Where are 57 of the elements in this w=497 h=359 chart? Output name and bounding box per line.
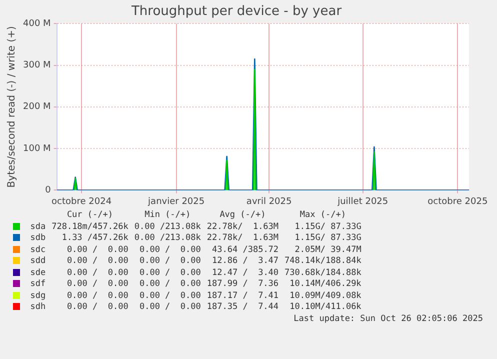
text: 187.17 / 7.41 — [206, 290, 280, 302]
legend-label: sdh — [29, 302, 47, 314]
text: 2.05M/ 39.47M — [294, 244, 362, 256]
text: 187.99 / 7.36 — [206, 279, 280, 290]
text: 43.64 /385.72 — [211, 244, 280, 256]
chart-title: Throughput per device - by year — [130, 4, 342, 20]
text: 10.14M/406.29k — [288, 279, 362, 290]
text: 0.00 / 0.00 — [138, 244, 202, 256]
text: 0.00 / 0.00 — [66, 268, 130, 279]
text: 0.00 / 0.00 — [138, 279, 202, 290]
text: 10.10M/411.06k — [288, 302, 362, 314]
legend-label: sda — [29, 222, 47, 233]
x-tick-label: octobre 2024 — [52, 196, 112, 207]
text: 1.15G/ 87.33G — [294, 233, 362, 244]
legend-label: sde — [29, 268, 47, 279]
text: 0.00 / 0.00 — [66, 244, 130, 256]
x-tick-label: janvier 2025 — [147, 196, 205, 207]
text: 730.68k/184.88k — [284, 268, 362, 279]
y-axis-title: Bytes/second read (-) / write (+) — [6, 26, 18, 188]
text: 0.00 / 0.00 — [66, 302, 130, 314]
text: Last update: Sun Oct 26 02:05:06 2025 — [292, 314, 483, 324]
text: 0.00 / 0.00 — [138, 290, 202, 302]
text: 0.00 / 0.00 — [66, 256, 130, 268]
text: 1.33 /457.26k — [60, 233, 130, 244]
text: 0.00 / 0.00 — [138, 256, 202, 268]
y-tick-label: 200 M — [22, 102, 51, 112]
legend-label: sdc — [29, 244, 47, 256]
y-tick-label: 300 M — [22, 60, 51, 71]
text: 22.78k/ 1.63M — [206, 233, 280, 244]
text: Max (-/+) — [298, 210, 347, 222]
text: 0.00 / 0.00 — [66, 290, 130, 302]
text: 728.18m/457.26k — [50, 222, 130, 233]
y-tick-label: 400 M — [22, 18, 51, 29]
text: 0.00 /213.08k — [133, 222, 202, 233]
text: 0.00 / 0.00 — [138, 302, 202, 314]
y-tick-label: 100 M — [22, 144, 51, 154]
legend-label: sdd — [29, 256, 47, 268]
text: 22.78k/ 1.63M — [206, 222, 280, 233]
text: 0.00 /213.08k — [133, 233, 202, 244]
x-tick-label: octobre 2025 — [428, 196, 488, 207]
legend-label: sdg — [29, 290, 47, 302]
text: 187.35 / 7.44 — [206, 302, 280, 314]
text: 12.86 / 3.47 — [211, 256, 280, 268]
legend-label: sdf — [29, 279, 47, 290]
text: 0.00 / 0.00 — [66, 279, 130, 290]
text: 0.00 / 0.00 — [138, 268, 202, 279]
text: 10.09M/409.08k — [288, 290, 362, 302]
x-tick-label: juillet 2025 — [336, 196, 388, 207]
text: Avg (-/+) — [218, 210, 267, 222]
text: Cur (-/+) — [66, 210, 114, 222]
y-tick-label: 0 — [45, 186, 52, 196]
legend-label: sdb — [29, 233, 47, 244]
text: 12.47 / 3.40 — [211, 268, 280, 279]
text: Min (-/+) — [144, 210, 192, 222]
text: 1.15G/ 87.33G — [294, 222, 362, 233]
text: 748.14k/188.84k — [284, 256, 362, 268]
x-tick-label: avril 2025 — [246, 196, 292, 207]
